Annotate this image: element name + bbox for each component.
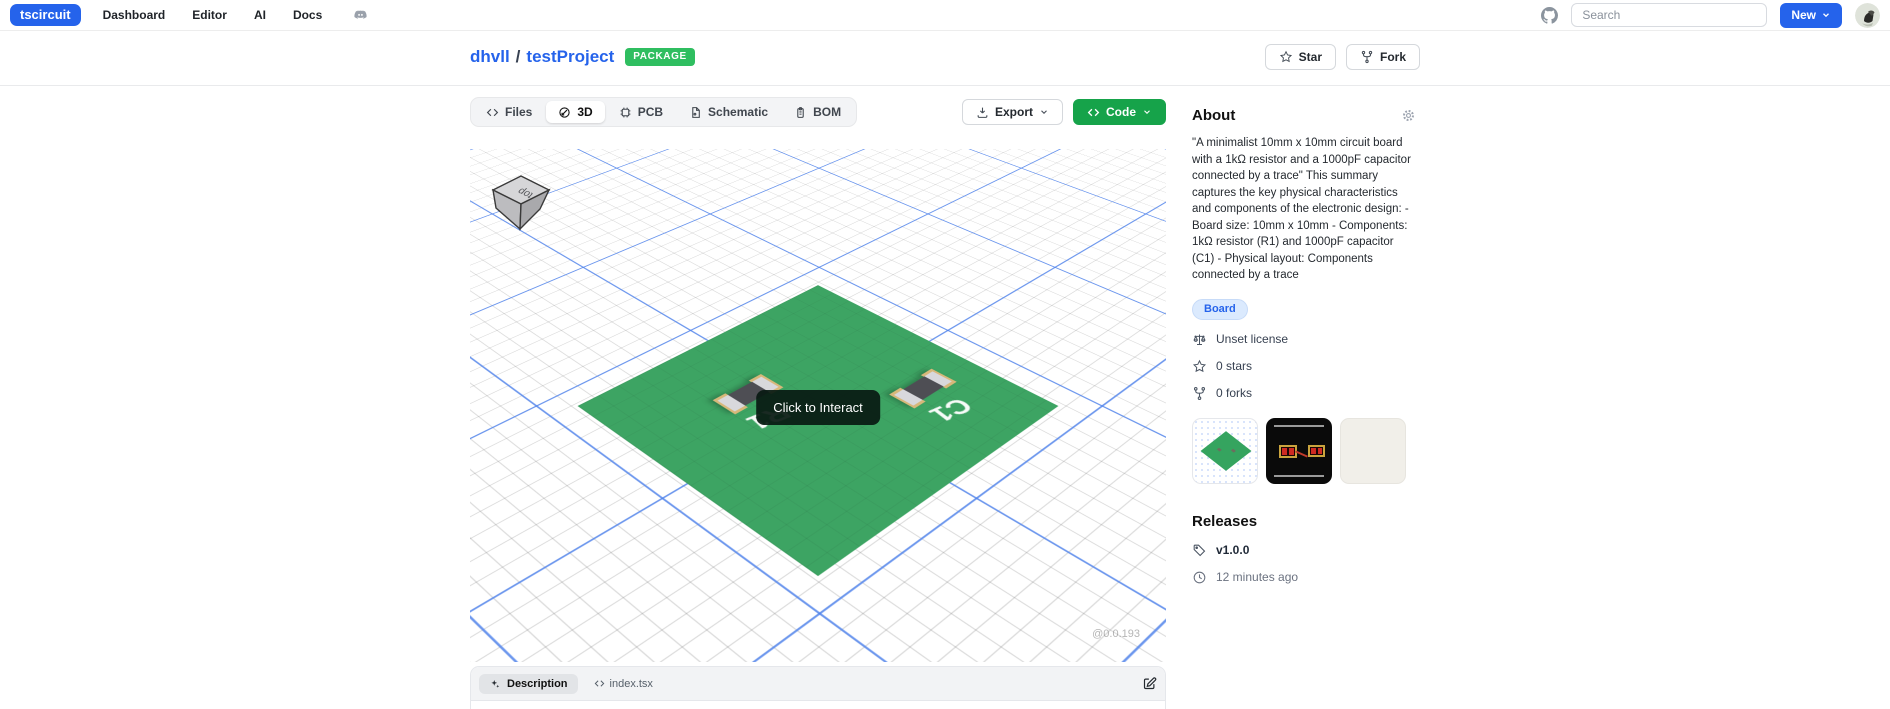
project-link[interactable]: testProject [526,47,615,66]
nav-editor[interactable]: Editor [192,8,227,22]
ground-grid: R1 C1 [470,149,1166,576]
viewer-version: @0.0.193 [1092,628,1140,640]
license-label: Unset license [1216,332,1289,347]
bottom-panel-header: Description index.tsx [471,667,1165,701]
chip-icon [620,107,631,117]
thumbnail-3d-view[interactable] [1192,417,1258,484]
viewer-actions: Export Code [961,99,1166,125]
code-button-label: Code [1106,105,1136,119]
scales-icon [1193,334,1206,345]
bottom-panel: Description index.tsx [470,666,1166,709]
tab-files-label: Files [505,105,533,119]
orientation-cube[interactable]: top [490,173,552,235]
avatar[interactable] [1855,2,1880,28]
nav-ai[interactable]: AI [253,8,266,22]
nav-docs[interactable]: Docs [292,8,323,22]
thumbnail-pcb-view[interactable] [1266,417,1332,484]
chevron-down-icon [1144,110,1150,115]
tag-board[interactable]: Board [1192,298,1248,320]
nav-dashboard[interactable]: Dashboard [102,8,166,22]
release-row[interactable]: v1.0.0 [1192,543,1416,558]
license-row: Unset license [1192,332,1416,347]
star-icon [1192,359,1207,373]
code-brackets-icon [486,108,499,116]
tab-schematic-label: Schematic [708,105,769,119]
star-button[interactable]: Star [1264,44,1336,70]
stars-label: 0 stars [1216,359,1253,374]
silkscreen-label-c1: C1 [922,393,980,427]
tab-bom[interactable]: BOM [782,101,853,123]
header-actions: Star Fork [1264,44,1420,70]
new-button[interactable]: New [1780,2,1842,28]
title-separator: / [515,47,521,66]
gear-icon[interactable] [1401,108,1416,123]
search-input[interactable] [1571,3,1768,27]
tab-bom-label: BOM [813,105,842,119]
tab-index-tsx-label: index.tsx [609,677,653,690]
sidebar: About "A minimalist 10mm x 10mm circuit … [1192,97,1416,709]
page-header: dhvll / testProject PACKAGE Star Fork [470,31,1420,85]
github-icon[interactable] [1541,6,1559,24]
chevron-down-icon [1823,13,1829,18]
tab-description[interactable]: Description [479,673,578,694]
chevron-down-icon [1041,110,1047,115]
viewer-3d[interactable]: R1 C1 top Click to Interact @0.0. [470,149,1166,662]
axis-3d-icon [559,106,571,118]
mini-board [1200,431,1252,471]
code-brackets-icon [594,680,604,687]
releases-title: Releases [1192,512,1258,530]
about-text: "A minimalist 10mm x 10mm circuit board … [1192,137,1411,282]
view-tabs: Files 3D PCB Schematic [470,97,858,127]
package-badge: PACKAGE [625,48,695,66]
click-to-interact-overlay[interactable]: Click to Interact [756,390,880,425]
release-version: v1.0.0 [1216,543,1250,558]
file-icon [692,106,700,118]
stars-row: 0 stars [1192,359,1416,374]
code-button[interactable]: Code [1073,99,1166,125]
export-button[interactable]: Export [961,99,1063,125]
forks-label: 0 forks [1216,386,1253,401]
fork-button-label: Fork [1379,50,1406,64]
circuit-board: R1 C1 [577,284,1059,576]
fork-icon [1193,386,1206,400]
tag-icon [1193,544,1206,557]
discord-icon[interactable] [353,8,368,23]
clipboard-icon [797,106,804,118]
tab-3d-label: 3D [577,105,593,119]
topbar: tscircuit Dashboard Editor AI Docs New [0,0,1890,31]
topbar-right: New [1541,2,1880,28]
release-time: 12 minutes ago [1216,570,1299,585]
preview-thumbnails [1192,417,1416,484]
new-button-label: New [1791,8,1816,22]
tab-index-tsx[interactable]: index.tsx [594,678,653,690]
tscircuit-logo[interactable]: tscircuit [10,4,81,26]
edit-icon[interactable] [1142,676,1157,691]
clock-icon [1193,571,1206,584]
star-icon [1279,50,1292,63]
forks-row: 0 forks [1192,386,1416,401]
main-column: Files 3D PCB Schematic [470,97,1166,709]
download-icon [977,107,988,118]
tab-pcb-label: PCB [637,105,664,119]
tab-schematic[interactable]: Schematic [677,101,780,123]
owner-link[interactable]: dhvll [470,47,510,66]
tab-3d[interactable]: 3D [546,101,605,123]
tabs-row: Files 3D PCB Schematic [470,97,1166,127]
release-time-row: 12 minutes ago [1192,570,1416,585]
description-content [471,701,1165,709]
tab-pcb[interactable]: PCB [607,101,675,123]
main-nav: Dashboard Editor AI Docs [103,8,369,23]
fork-icon [1361,50,1373,64]
tab-description-label: Description [507,677,568,690]
tab-files[interactable]: Files [474,101,544,123]
page-header-wrap: dhvll / testProject PACKAGE Star Fork [0,31,1890,86]
thumbnail-schematic-view[interactable] [1340,417,1406,484]
about-title: About [1192,107,1236,124]
code-brackets-icon [1087,108,1100,116]
fork-button[interactable]: Fork [1345,44,1420,70]
star-button-label: Star [1298,50,1322,64]
sparkles-icon [491,679,500,688]
export-button-label: Export [994,105,1033,119]
